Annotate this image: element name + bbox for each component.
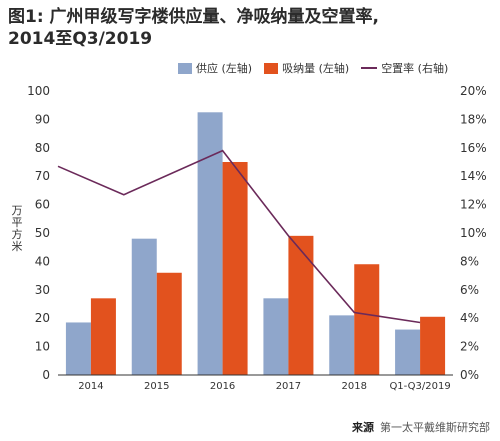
bar-absorption [156, 272, 182, 375]
y-tick-label: 70 [35, 169, 50, 183]
y2-tick-label: 14% [460, 169, 487, 183]
y2-tick-label: 6% [460, 283, 479, 297]
y2-tick-label: 12% [460, 198, 487, 212]
y2-tick-label: 8% [460, 254, 479, 268]
legend-swatch-supply [178, 62, 192, 74]
chart-legend: 供应 (左轴) 吸纳量 (左轴) 空置率 (右轴) [178, 60, 448, 76]
bar-supply [395, 329, 421, 375]
bar-absorption [420, 316, 446, 375]
legend-swatch-absorption [264, 62, 279, 74]
source-text: 第一太平戴维斯研究部 [380, 421, 490, 434]
y-tick-label: 0 [42, 368, 50, 382]
x-tick-label: 2014 [78, 381, 103, 392]
legend-item-absorption: 吸纳量 (左轴) [264, 60, 349, 76]
source-label: 来源 [352, 421, 374, 434]
chart-title-line-2: 2014至Q3/2019 [8, 29, 153, 49]
bar-absorption [90, 298, 116, 375]
bar-supply [329, 315, 355, 375]
bar-supply [263, 298, 289, 375]
y2-tick-label: 20% [460, 84, 487, 98]
y-tick-label: 30 [35, 283, 50, 297]
y-tick-label: 60 [35, 198, 50, 212]
x-tick-label: 2015 [144, 381, 169, 392]
y-tick-label: 100 [27, 84, 50, 98]
legend-label-vacancy: 空置率 (右轴) [381, 62, 449, 75]
bar-supply [65, 322, 91, 375]
y-tick-label: 10 [35, 340, 50, 354]
bar-absorption [288, 235, 314, 375]
bar-supply [131, 238, 157, 375]
chart-title: 图1: 广州甲级写字楼供应量、净吸纳量及空置率, 2014至Q3/2019 [8, 6, 498, 50]
y-tick-label: 20 [35, 311, 50, 325]
y2-tick-label: 2% [460, 340, 479, 354]
legend-label-supply: 供应 (左轴) [196, 62, 253, 75]
legend-label-absorption: 吸纳量 (左轴) [282, 62, 350, 75]
x-tick-label: Q1-Q3/2019 [389, 381, 450, 392]
bar-absorption [354, 264, 380, 375]
legend-item-vacancy: 空置率 (右轴) [361, 60, 448, 76]
y2-tick-label: 10% [460, 226, 487, 240]
x-tick-label: 2016 [210, 381, 235, 392]
y2-tick-label: 4% [460, 311, 479, 325]
y-axis-label: 万平方米 [11, 204, 23, 253]
y2-tick-label: 0% [460, 368, 479, 382]
y-tick-label: 50 [35, 226, 50, 240]
x-tick-label: 2018 [342, 381, 367, 392]
legend-swatch-vacancy [361, 67, 378, 69]
source-note: 来源 第一太平戴维斯研究部 [352, 419, 490, 435]
y2-tick-label: 16% [460, 141, 487, 155]
y-tick-label: 90 [35, 112, 50, 126]
y-tick-label: 40 [35, 254, 50, 268]
x-tick-label: 2017 [276, 381, 301, 392]
legend-item-supply: 供应 (左轴) [178, 60, 252, 76]
line-vacancy [57, 149, 421, 324]
bar-absorption [222, 162, 248, 375]
y2-tick-label: 18% [460, 112, 487, 126]
y-tick-label: 80 [35, 141, 50, 155]
chart-title-line-1: 图1: 广州甲级写字楼供应量、净吸纳量及空置率, [8, 7, 380, 27]
